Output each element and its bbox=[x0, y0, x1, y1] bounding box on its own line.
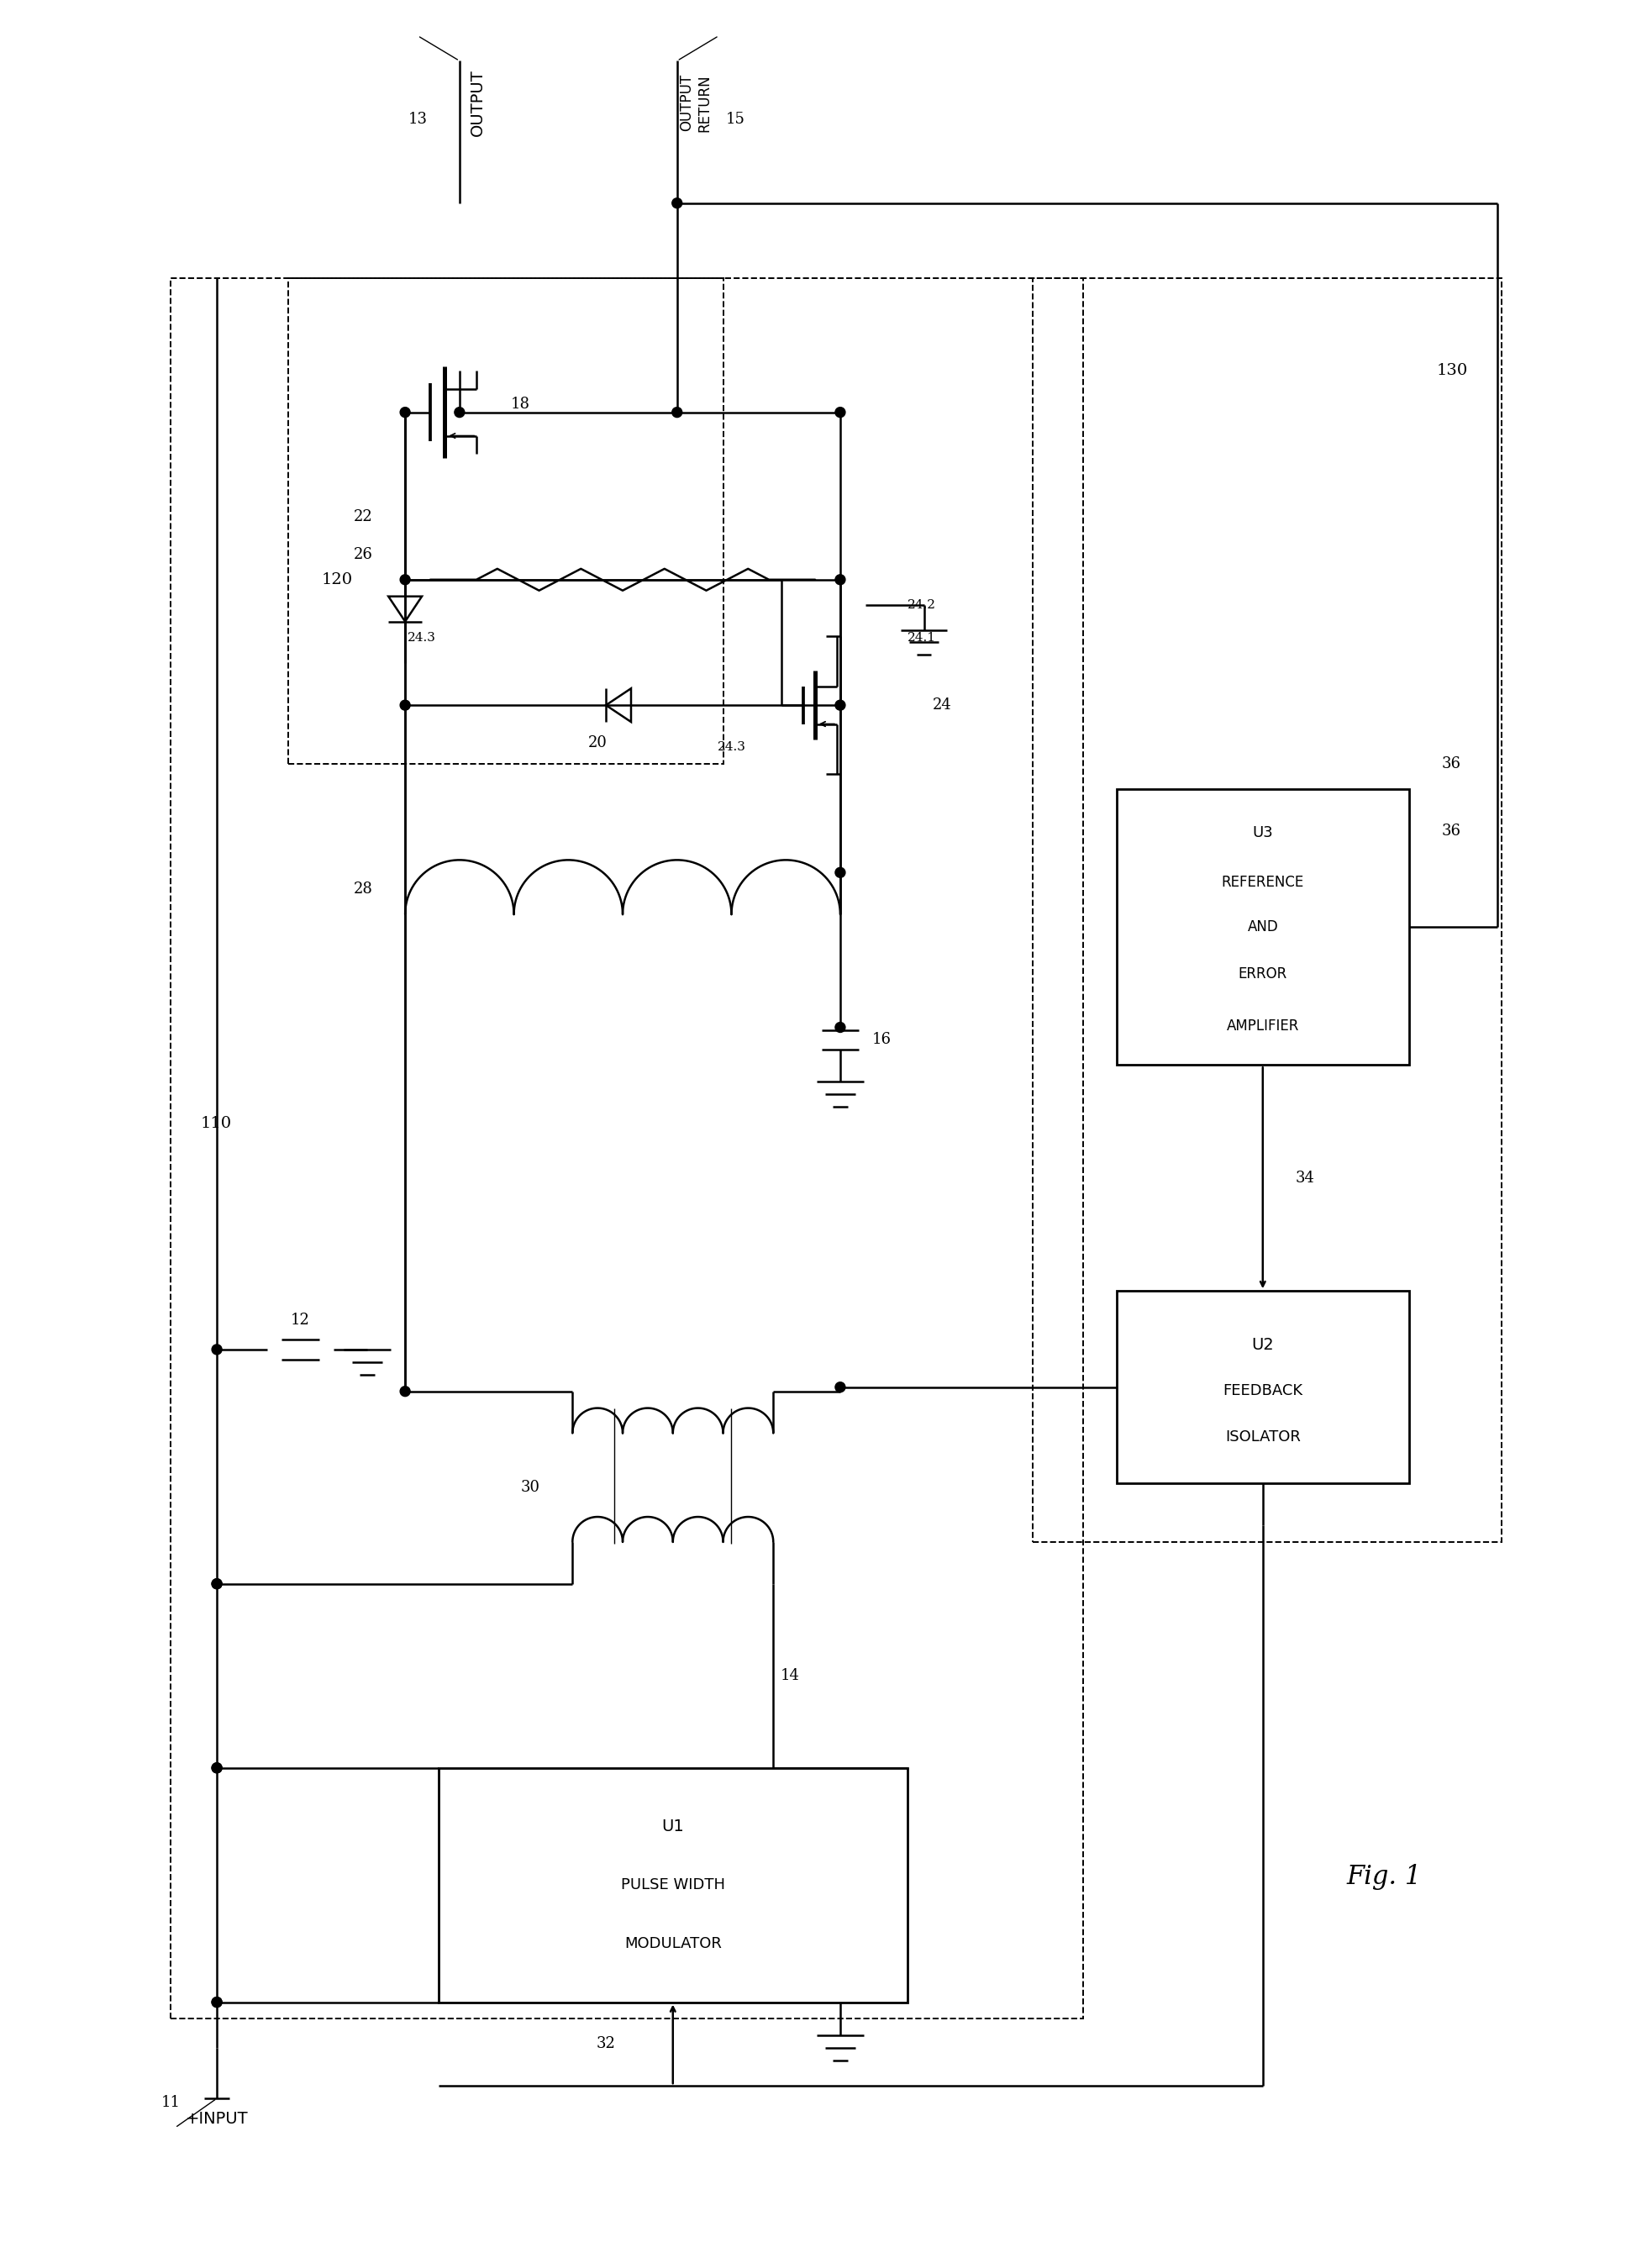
Circle shape bbox=[836, 700, 846, 711]
Text: AND: AND bbox=[1247, 919, 1279, 935]
Text: 28: 28 bbox=[354, 881, 373, 896]
Text: REFERENCE: REFERENCE bbox=[1221, 876, 1303, 890]
Text: AMPLIFIER: AMPLIFIER bbox=[1226, 1018, 1298, 1034]
Text: 30: 30 bbox=[520, 1479, 540, 1495]
Text: 24.1: 24.1 bbox=[907, 632, 935, 644]
Text: ERROR: ERROR bbox=[1239, 966, 1287, 982]
Text: 130: 130 bbox=[1437, 364, 1467, 377]
Text: 24.2: 24.2 bbox=[907, 598, 935, 610]
Text: 24.3: 24.3 bbox=[717, 741, 745, 752]
Text: 120: 120 bbox=[322, 571, 352, 587]
Text: MODULATOR: MODULATOR bbox=[624, 1935, 722, 1951]
Circle shape bbox=[400, 574, 410, 585]
Circle shape bbox=[211, 1344, 221, 1355]
Circle shape bbox=[211, 1996, 221, 2007]
Bar bbox=[1032, 278, 1502, 1542]
Text: 13: 13 bbox=[408, 113, 428, 126]
Circle shape bbox=[211, 1763, 221, 1773]
Bar bbox=[1117, 788, 1409, 1066]
Text: ISOLATOR: ISOLATOR bbox=[1226, 1429, 1300, 1445]
Circle shape bbox=[211, 1578, 221, 1590]
Text: 24: 24 bbox=[932, 698, 952, 714]
Text: 22: 22 bbox=[354, 510, 373, 524]
Text: Fig. 1: Fig. 1 bbox=[1346, 1863, 1422, 1890]
Text: 26: 26 bbox=[354, 546, 373, 562]
Text: 36: 36 bbox=[1441, 824, 1460, 838]
Text: U3: U3 bbox=[1252, 826, 1274, 840]
Text: 15: 15 bbox=[725, 113, 745, 126]
Text: OUTPUT: OUTPUT bbox=[469, 70, 486, 135]
Circle shape bbox=[672, 199, 682, 208]
Bar bbox=[287, 278, 724, 763]
Text: 24.3: 24.3 bbox=[408, 632, 436, 644]
Circle shape bbox=[454, 406, 464, 418]
Text: 18: 18 bbox=[510, 397, 530, 411]
Circle shape bbox=[672, 406, 682, 418]
Circle shape bbox=[400, 406, 410, 418]
Bar bbox=[1117, 1292, 1409, 1484]
Text: 32: 32 bbox=[596, 2037, 616, 2053]
Circle shape bbox=[836, 574, 846, 585]
Text: 110: 110 bbox=[200, 1115, 231, 1131]
Circle shape bbox=[836, 406, 846, 418]
Text: 34: 34 bbox=[1295, 1170, 1315, 1185]
Text: +INPUT: +INPUT bbox=[185, 2111, 248, 2127]
Circle shape bbox=[400, 700, 410, 711]
Text: FEEDBACK: FEEDBACK bbox=[1222, 1384, 1303, 1398]
Text: 14: 14 bbox=[780, 1669, 800, 1684]
Circle shape bbox=[211, 1578, 221, 1590]
Circle shape bbox=[400, 1386, 410, 1395]
Text: 20: 20 bbox=[588, 736, 608, 750]
Text: 36: 36 bbox=[1441, 756, 1460, 772]
Text: U1: U1 bbox=[662, 1818, 684, 1833]
Text: OUTPUT
RETURN: OUTPUT RETURN bbox=[679, 75, 712, 131]
Text: 11: 11 bbox=[162, 2095, 180, 2111]
Bar bbox=[170, 278, 1082, 2019]
Text: 16: 16 bbox=[872, 1032, 892, 1048]
Circle shape bbox=[836, 867, 846, 878]
Circle shape bbox=[836, 1382, 846, 1393]
Circle shape bbox=[211, 1996, 221, 2007]
Circle shape bbox=[211, 1763, 221, 1773]
Text: PULSE WIDTH: PULSE WIDTH bbox=[621, 1876, 725, 1892]
Bar bbox=[438, 1768, 907, 2003]
Text: U2: U2 bbox=[1252, 1337, 1274, 1353]
Circle shape bbox=[836, 1023, 846, 1032]
Text: 12: 12 bbox=[291, 1312, 311, 1328]
